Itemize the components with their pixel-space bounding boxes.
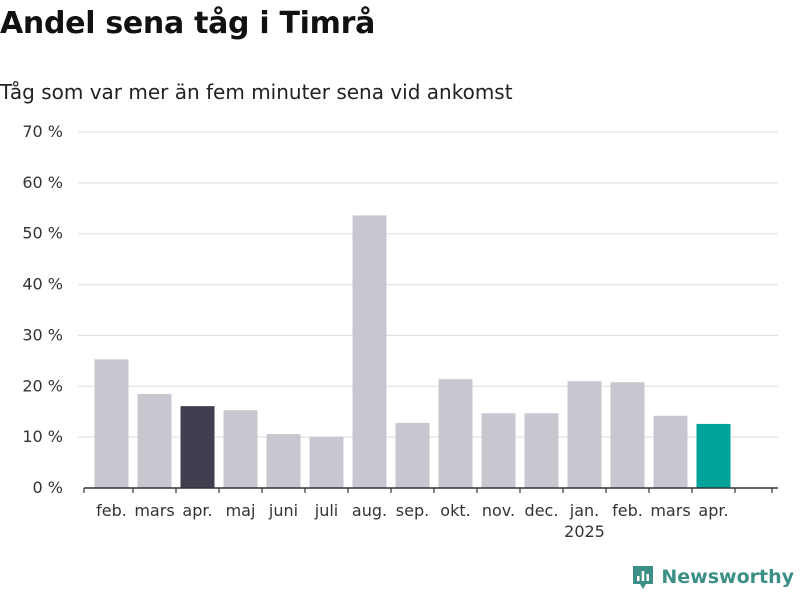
x-tick-label: apr. <box>698 501 728 520</box>
newsworthy-logo-text: Newsworthy <box>661 566 794 588</box>
x-tick-label: maj <box>226 501 256 520</box>
y-tick-label: 50 % <box>22 224 63 243</box>
bar-chart: 0 %10 %20 %30 %40 %50 %60 %70 %feb. mars a… <box>22 122 778 541</box>
x-tick-label: dec. <box>525 501 559 520</box>
y-tick-label: 0 % <box>33 478 63 497</box>
x-tick-label: juli <box>314 501 338 520</box>
x-tick-label: juni <box>268 501 298 520</box>
y-tick-label: 60 % <box>22 173 63 192</box>
bar <box>438 379 473 488</box>
bar <box>137 393 172 488</box>
x-tick-label: mars <box>650 501 690 520</box>
x-tick-label: nov. <box>482 501 515 520</box>
bar <box>223 410 258 488</box>
bar <box>352 215 387 489</box>
newsworthy-logo: Newsworthy <box>631 564 794 590</box>
bar <box>696 423 731 488</box>
bar <box>395 422 430 488</box>
x-tick-label: apr. <box>182 501 212 520</box>
x-tick-label: feb. <box>96 501 127 520</box>
bar <box>610 382 645 488</box>
bar <box>94 359 129 488</box>
newsworthy-logo-icon <box>633 566 654 589</box>
bar <box>266 434 301 488</box>
x-tick-label: mars <box>134 501 174 520</box>
chart-title: Andel sena tåg i Timrå <box>0 6 376 41</box>
y-tick-label: 40 % <box>22 275 63 294</box>
y-tick-label: 30 % <box>22 325 63 344</box>
bar <box>653 415 688 488</box>
y-tick-label: 70 % <box>22 122 63 141</box>
x-tick-label: aug. <box>352 501 387 520</box>
bar <box>309 436 344 488</box>
x-tick-label: jan. <box>569 501 599 520</box>
x-tick-label: okt. <box>440 501 470 520</box>
bar <box>481 413 516 488</box>
bar <box>180 406 215 488</box>
bar <box>524 413 559 488</box>
x-tick-label: feb. <box>612 501 643 520</box>
bar <box>567 381 602 488</box>
chart-subtitle: Tåg som var mer än fem minuter sena vid … <box>0 80 513 104</box>
x-year-label: 2025 <box>564 522 605 541</box>
y-tick-label: 10 % <box>22 427 63 446</box>
y-tick-label: 20 % <box>22 376 63 395</box>
x-tick-label: sep. <box>396 501 429 520</box>
